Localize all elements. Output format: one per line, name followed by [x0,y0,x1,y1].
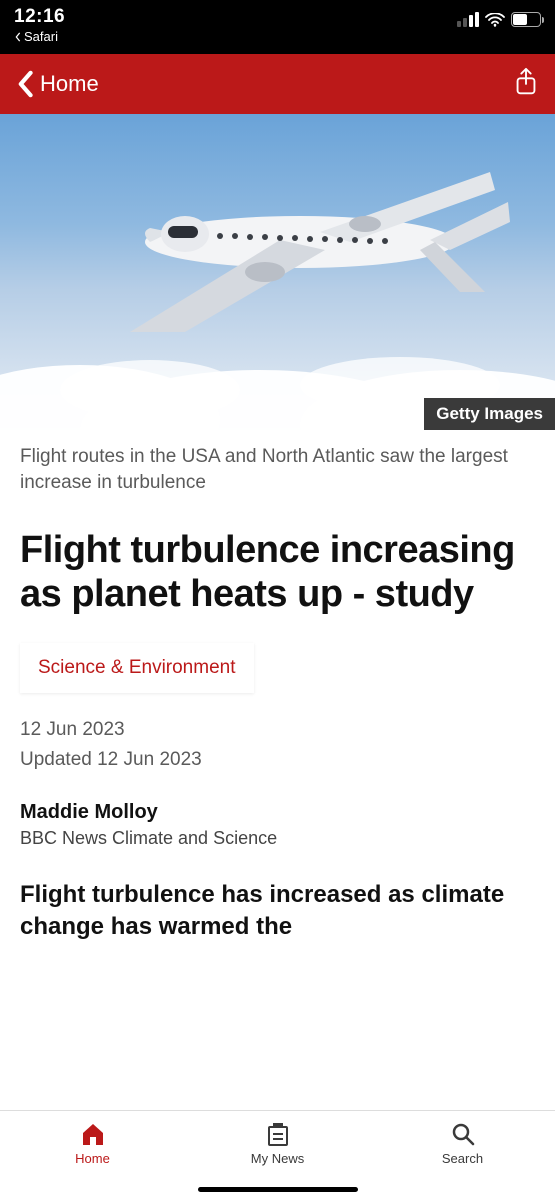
category-tag[interactable]: Science & Environment [20,643,254,693]
article-headline: Flight turbulence increasing as planet h… [20,529,535,616]
airplane-illustration [90,132,510,342]
tab-home-label: Home [75,1151,110,1166]
mynews-icon [264,1121,292,1147]
back-button[interactable]: Home [16,70,99,98]
back-to-app[interactable]: Safari [14,29,58,44]
battery-percent: 51 [520,14,532,26]
wifi-icon [485,13,505,27]
tab-search-label: Search [442,1151,483,1166]
status-time: 12:16 [14,6,65,28]
tab-home[interactable]: Home [33,1121,153,1166]
status-bar: 12:16 Safari 51 [0,0,555,54]
share-button[interactable] [513,67,539,102]
tab-bar: Home My News Search [0,1110,555,1200]
back-label: Home [40,71,99,97]
author-role: BBC News Climate and Science [20,828,535,849]
tab-mynews-label: My News [251,1151,304,1166]
author-name: Maddie Molloy [20,801,535,824]
image-credit: Getty Images [424,398,555,430]
back-to-app-chevron-icon [14,32,22,42]
cellular-signal-icon [457,12,479,27]
tab-search[interactable]: Search [403,1121,523,1166]
image-caption: Flight routes in the USA and North Atlan… [20,444,535,495]
article-content: Flight routes in the USA and North Atlan… [0,430,555,943]
battery-indicator: 51 [511,12,541,27]
share-icon [513,67,539,97]
hero-image: Getty Images [0,114,555,430]
status-right: 51 [457,6,541,27]
home-icon [79,1121,107,1147]
chevron-left-icon [16,70,34,98]
article-lede: Flight turbulence has increased as clima… [20,879,535,944]
published-date: 12 Jun 2023 [20,719,535,741]
home-indicator[interactable] [198,1187,358,1192]
back-to-app-label: Safari [24,29,58,44]
updated-date: Updated 12 Jun 2023 [20,749,535,771]
tab-mynews[interactable]: My News [218,1121,338,1166]
app-nav-bar: Home [0,54,555,114]
status-left: 12:16 Safari [14,6,65,44]
search-icon [449,1121,477,1147]
